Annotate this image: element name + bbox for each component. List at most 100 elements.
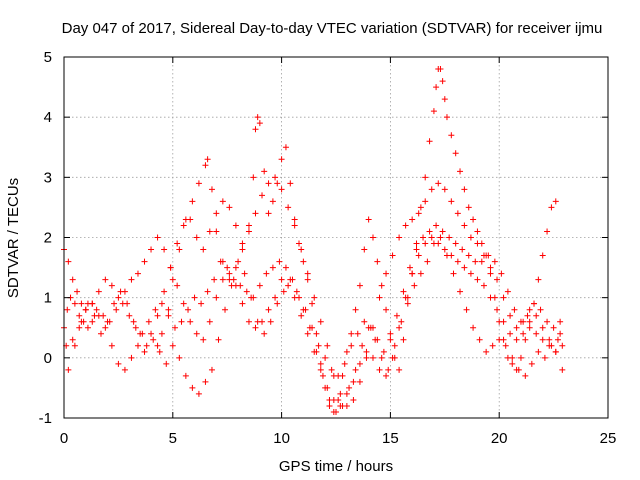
data-point (171, 324, 178, 331)
data-point (191, 294, 198, 301)
data-point (365, 324, 372, 331)
data-point (141, 258, 148, 265)
data-point (200, 336, 207, 343)
data-point (304, 270, 311, 277)
data-point (265, 306, 272, 313)
data-point (104, 318, 111, 325)
data-point (380, 348, 387, 355)
data-point (404, 294, 411, 301)
data-point (502, 342, 509, 349)
data-point (311, 294, 318, 301)
data-point (363, 354, 370, 361)
data-point (252, 210, 259, 217)
data-point (163, 360, 170, 367)
data-point (198, 300, 205, 307)
data-point (465, 204, 472, 211)
data-point (437, 234, 444, 241)
data-point (108, 282, 115, 289)
data-point (208, 366, 215, 373)
data-point (478, 258, 485, 265)
data-point (489, 342, 496, 349)
data-point (315, 342, 322, 349)
data-point (341, 360, 348, 367)
data-point (272, 174, 279, 181)
data-point (298, 312, 305, 319)
data-point (363, 348, 370, 355)
data-point (71, 342, 78, 349)
data-point (154, 312, 161, 319)
data-point (441, 186, 448, 193)
data-point (356, 360, 363, 367)
data-point (533, 312, 540, 319)
data-point (252, 324, 259, 331)
data-point (239, 246, 246, 253)
data-point (287, 276, 294, 283)
data-point (235, 258, 242, 265)
data-point (280, 288, 287, 295)
series-ijmu-d (65, 234, 561, 415)
data-point (457, 168, 464, 175)
data-point (174, 240, 181, 247)
data-point (537, 306, 544, 313)
data-point (330, 372, 337, 379)
data-point (348, 342, 355, 349)
data-point (326, 396, 333, 403)
data-point (261, 330, 268, 337)
data-point (413, 240, 420, 247)
data-point (496, 318, 503, 325)
data-point (404, 300, 411, 307)
data-point (304, 330, 311, 337)
data-point (152, 306, 159, 313)
data-point (378, 282, 385, 289)
data-point (263, 270, 270, 277)
data-point (420, 234, 427, 241)
data-point (317, 360, 324, 367)
data-point (219, 258, 226, 265)
data-point (372, 336, 379, 343)
data-point (470, 324, 477, 331)
data-point (182, 216, 189, 223)
data-point (145, 318, 152, 325)
data-point (389, 252, 396, 259)
data-point (376, 366, 383, 373)
data-point (552, 348, 559, 355)
data-point (383, 372, 390, 379)
data-point (452, 240, 459, 247)
x-tick-label: 10 (273, 430, 290, 447)
data-point (291, 216, 298, 223)
data-point (426, 228, 433, 235)
data-point (526, 318, 533, 325)
data-point (415, 210, 422, 217)
data-point (544, 228, 551, 235)
data-point (185, 306, 192, 313)
data-point (245, 318, 252, 325)
data-point (113, 306, 120, 313)
data-point (544, 318, 551, 325)
data-point (461, 222, 468, 229)
data-point (507, 330, 514, 337)
data-point (206, 318, 213, 325)
data-point (504, 354, 511, 361)
data-point (478, 240, 485, 247)
data-point (354, 330, 361, 337)
data-point (548, 342, 555, 349)
data-point (232, 222, 239, 229)
data-point (335, 396, 342, 403)
data-point (208, 186, 215, 193)
data-point (494, 276, 501, 283)
data-point (461, 186, 468, 193)
data-point (461, 264, 468, 271)
data-point (213, 294, 220, 301)
data-point (448, 132, 455, 139)
data-point (500, 294, 507, 301)
data-point (356, 378, 363, 385)
data-point (443, 114, 450, 121)
data-point (500, 336, 507, 343)
data-point (167, 264, 174, 271)
data-point (528, 360, 535, 367)
data-point (378, 354, 385, 361)
data-point (143, 342, 150, 349)
data-point (141, 348, 148, 355)
data-point (228, 282, 235, 289)
data-point (409, 216, 416, 223)
